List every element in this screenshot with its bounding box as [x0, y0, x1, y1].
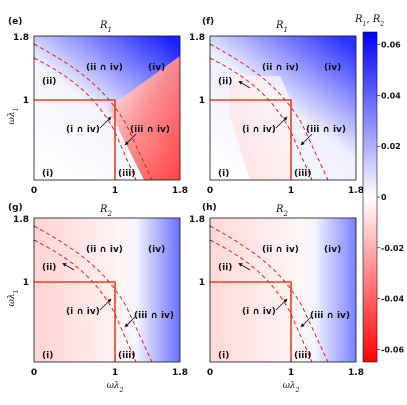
region-iii-g: (iii): [118, 351, 135, 361]
colorbar-tick-label: -0.06: [381, 345, 404, 354]
ylabel-g: ωλ1: [7, 290, 20, 307]
region-iv-h: (iv): [324, 245, 341, 255]
xtick-18-h: 1.8: [348, 368, 364, 378]
region-iv-g: (iv): [148, 245, 165, 255]
colorbar-tick-label: 0.06: [381, 41, 401, 50]
xtick-0-e: 0: [31, 186, 37, 196]
region-i-iv-e: (i ∩ iv): [66, 125, 100, 135]
region-i-g: (i): [42, 351, 53, 361]
colorbar-tick-label: 0.02: [381, 142, 401, 151]
xtick-0-h: 0: [207, 368, 213, 378]
xtick-18-e: 1.8: [172, 186, 188, 196]
region-i-iv-f: (i ∩ iv): [242, 125, 276, 135]
xtick-0-g: 0: [31, 368, 37, 378]
ytick-1-f: 1: [199, 96, 205, 106]
xlabel-h: ωλ2: [283, 381, 300, 394]
panel-f: (f) R1 (ii) (ii ∩ iv) (iv) (i ∩ iv) (iii…: [189, 17, 364, 196]
xtick-1-g: 1: [112, 368, 118, 378]
panel-title-g: R2: [99, 204, 113, 218]
ytick-18-f: 1.8: [189, 33, 205, 43]
region-iv-f: (iv): [324, 63, 341, 73]
ytick-18-h: 1.8: [189, 215, 205, 225]
region-ii-iv-f: (ii ∩ iv): [262, 63, 299, 73]
colorbar-tick-label: 0.04: [381, 91, 401, 100]
panel-label-e: (e): [8, 17, 22, 27]
xtick-1-h: 1: [288, 368, 294, 378]
region-iii-iv-g: (iii ∩ iv): [134, 311, 174, 321]
panel-h: (h) R2 (ii) (ii ∩ iv) (iv) (i ∩ iv) (iii…: [189, 203, 364, 394]
region-i-iv-h: (i ∩ iv): [242, 307, 276, 317]
panel-e: (e) R1 (ii) (ii ∩ iv) (iv) (i ∩ iv) (iii…: [7, 17, 188, 196]
xtick-18-f: 1.8: [348, 186, 364, 196]
panel-g: (g) R2 (ii) (ii ∩ iv) (iv) (i ∩ iv) (iii…: [7, 203, 188, 394]
region-iii-e: (iii): [118, 169, 135, 179]
xtick-0-f: 0: [207, 186, 213, 196]
panel-title-e: R1: [99, 20, 112, 34]
xtick-1-f: 1: [288, 186, 294, 196]
xlabel-g: ωλ2: [107, 381, 124, 394]
region-ii-f: (ii): [218, 77, 232, 87]
region-i-e: (i): [42, 169, 53, 179]
region-i-iv-g: (i ∩ iv): [66, 307, 100, 317]
ytick-1-g: 1: [23, 278, 29, 288]
ylabel-e: ωλ1: [7, 108, 20, 125]
region-ii-iv-e: (ii ∩ iv): [86, 63, 123, 73]
panel-label-g: (g): [8, 203, 23, 213]
region-iv-e: (iv): [148, 63, 165, 73]
region-i-h: (i): [218, 351, 229, 361]
region-iii-iv-f: (iii ∩ iv): [306, 125, 346, 135]
colorbar-tick-label: 0: [381, 193, 387, 202]
ytick-18-e: 1.8: [13, 33, 29, 43]
panel-title-f: R1: [275, 20, 288, 34]
panel-label-f: (f): [202, 17, 214, 27]
xtick-18-g: 1.8: [172, 368, 188, 378]
colorbar-tick-label: -0.02: [381, 244, 404, 253]
colorbar: R1, R2 0.06 0.04 0.02 0 -0.02 -0.04 -0.06: [354, 14, 404, 363]
colorbar-gradient: [362, 31, 378, 363]
colorbar-tick-label: -0.04: [381, 295, 404, 304]
ytick-1-e: 1: [23, 96, 29, 106]
ytick-1-h: 1: [199, 278, 205, 288]
panel-label-h: (h): [202, 203, 217, 213]
panel-title-h: R2: [275, 204, 289, 218]
region-ii-iv-h: (ii ∩ iv): [262, 245, 299, 255]
ytick-18-g: 1.8: [13, 215, 29, 225]
region-i-f: (i): [218, 169, 229, 179]
region-iii-iv-h: (iii ∩ iv): [310, 311, 350, 321]
xtick-1-e: 1: [112, 186, 118, 196]
colorbar-label: R1, R2: [354, 14, 384, 28]
region-iii-iv-e: (iii ∩ iv): [130, 125, 170, 135]
region-ii-g: (ii): [42, 263, 56, 273]
region-ii-h: (ii): [218, 263, 232, 273]
region-iii-f: (iii): [294, 169, 311, 179]
region-iii-h: (iii): [294, 351, 311, 361]
region-ii-e: (ii): [42, 77, 56, 87]
region-ii-iv-g: (ii ∩ iv): [86, 245, 123, 255]
